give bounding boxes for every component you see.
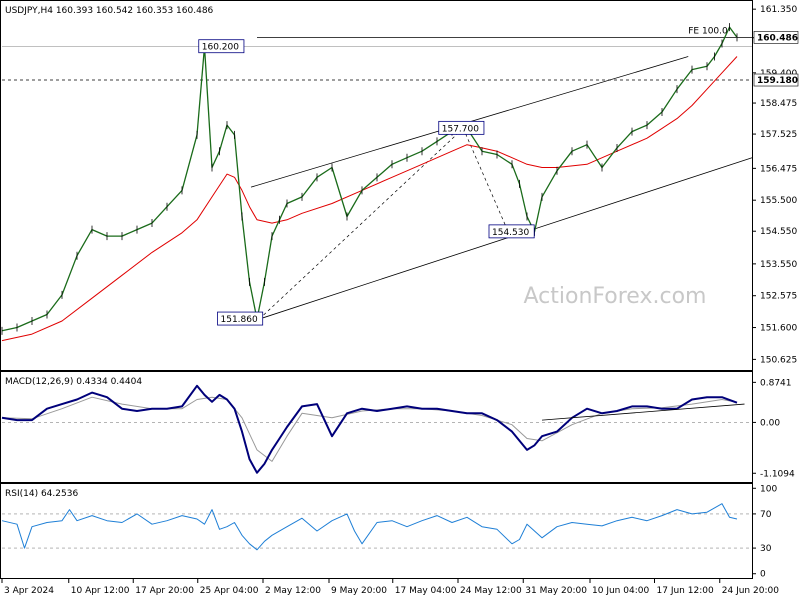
xtick-label: 10 Jun 04:00 [592,586,649,596]
price-level-label: 159.180 [757,76,798,86]
price-layer: 160.200 157.700 154.530 151.860 FE 100.0 [1,23,753,342]
annotation-box-0 [198,39,245,54]
macd-ytick-label: -1.1094 [760,469,795,479]
price-ytick-label: 161.350 [760,5,797,15]
macd-panel-frame [0,371,753,483]
fe-label: FE 100.0 [688,27,728,37]
projection-line-1 [462,128,509,233]
xtick-label: 3 Apr 2024 [4,586,54,596]
xtick-label: 17 Jun 12:00 [657,586,714,596]
xtick-label: 2 May 12:00 [265,586,321,596]
price-ytick-label: 152.575 [760,292,797,302]
macd-line [1,384,738,474]
projection-line-0 [259,128,464,320]
macd-title: MACD(12,26,9) 0.4334 0.4404 [5,377,142,387]
rsi-ytick-label: 0 [760,570,766,580]
price-ytick-label: 158.475 [760,99,797,109]
annotation-box-2 [488,224,535,239]
price-level-label: 160.486 [757,33,798,43]
price-ytick-label: 155.500 [760,196,797,206]
price-panel-frame [0,0,753,371]
xtick-label: 31 May 20:00 [525,586,587,596]
rsi-panel-frame [0,483,753,579]
price-ytick-label: 156.475 [760,164,797,174]
rsi-line [1,503,738,551]
price-series-line [1,26,738,332]
macd-trend-line [541,403,745,421]
price-ytick-label: 154.550 [760,227,797,237]
rsi-ytick-label: 70 [760,510,772,520]
rsi-ytick-label: 30 [760,544,772,554]
price-ytick-label: 150.625 [760,355,797,365]
macd-ytick-label: 0.00 [760,418,780,428]
annotation-label-3: 151.860 [221,315,258,325]
price-ytick-label: 153.550 [760,260,797,270]
xtick-label: 24 May 12:00 [460,586,522,596]
xtick-label: 24 Jun 20:00 [722,586,779,596]
xtick-label: 17 Apr 20:00 [135,586,194,596]
xtick-label: 10 Apr 12:00 [71,586,130,596]
macd-layer [1,384,752,474]
price-title: USDJPY,H4 160.393 160.542 160.353 160.48… [5,6,214,16]
macd-signal-line [1,396,738,462]
rsi-ytick-label: 100 [760,484,777,494]
annotation-label-1: 157.700 [442,124,479,134]
ma-series-line [1,56,738,342]
axis-layer: 161.350160.475159.400158.475157.525156.4… [1,5,799,596]
xtick-label: 9 May 20:00 [331,586,387,596]
annotation-box-3 [217,311,264,326]
annotation-label-2: 154.530 [492,228,529,238]
annotation-label-0: 160.200 [202,43,239,53]
price-ytick-label: 151.600 [760,324,797,334]
xtick-label: 17 May 04:00 [395,586,457,596]
annotation-box-1 [438,120,485,135]
rsi-layer [1,503,752,551]
price-level-box [753,73,799,87]
channel-line-1 [259,157,753,320]
price-ytick-label: 157.525 [760,130,797,140]
watermark: ActionForex.com [524,284,707,309]
rsi-title: RSI(14) 64.2536 [5,489,78,499]
macd-ytick-label: 0.8741 [760,378,792,388]
price-level-box [753,31,799,44]
xtick-label: 25 Apr 04:00 [200,586,259,596]
